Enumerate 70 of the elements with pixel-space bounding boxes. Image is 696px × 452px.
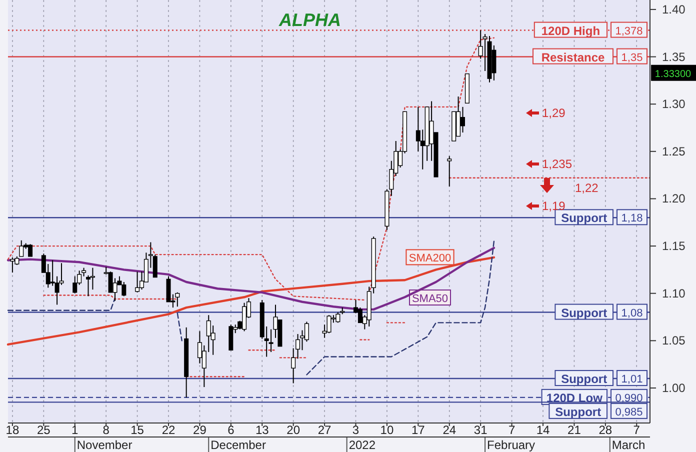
annotation: 1,01 [621,374,643,386]
x-tick-label: 31 [474,423,488,437]
annotation: 0,985 [615,406,643,418]
x-tick-label: 17 [411,423,426,437]
series-label: SMA50 [412,293,448,305]
candlestick [447,156,452,187]
x-tick-label: 7 [633,423,640,437]
annotation: 1,08 [621,307,643,320]
text: March [612,438,646,452]
x-tick-label: 15 [130,423,144,437]
text: December [210,438,266,452]
ref-line-label: Support [561,211,608,226]
y-tick-label: 1.25 [662,144,686,158]
ref-line-label: Support [561,372,608,386]
text: February [487,438,536,452]
y-tick-label: 1.35 [662,50,686,64]
ref-line-label: Support [561,306,608,320]
y-tick-label: 1.40 [662,2,686,16]
line-series [7,245,366,301]
ref-line-label: Resistance [541,50,606,64]
x-tick-label: 13 [255,423,270,437]
x-tick-label: 7 [508,423,516,437]
annotation: 1,29 [542,106,566,120]
annotation: 1,19 [542,199,566,213]
text: 1.33300 [654,68,692,80]
candlestick [492,44,496,81]
ref-line-label: 120D High [541,24,600,38]
y-tick-label: 1.05 [662,334,686,348]
line-series [6,246,496,311]
annotation: 1,378 [615,25,643,38]
series-label: SMA200 [408,252,452,265]
candlestick [268,328,274,353]
x-tick-label: 1 [72,423,79,437]
annotation: 1,18 [621,212,643,225]
text: 2022 [348,438,376,452]
x-tick-label: 24 [442,423,456,437]
annotation: 1,22 [575,181,599,195]
x-tick-label: 8 [102,423,110,437]
y-tick-label: 1.10 [662,286,686,300]
annotation: 1,35 [621,52,643,64]
x-tick-label: 20 [286,423,300,437]
candlestick [175,292,180,308]
candlestick [72,276,78,294]
candlestick [326,314,332,334]
x-tick-label: 21 [568,423,582,437]
x-tick-label: 29 [193,423,207,437]
ref-line-label: Support [555,404,602,419]
x-tick-label: 10 [380,423,394,437]
text: November [76,438,132,452]
line-series [306,240,495,376]
x-tick-label: 14 [536,423,550,437]
candlestick [228,324,234,351]
annotation: 0,990 [615,392,643,404]
candlestick [152,254,158,278]
x-tick-label: 3 [352,423,360,437]
x-tick-label: 28 [598,423,612,437]
candlestick [10,256,15,274]
y-tick-label: 1.30 [662,97,686,112]
x-tick-label: 22 [162,423,176,437]
y-tick-label: 1.15 [662,239,686,254]
y-tick-label: 1.00 [662,380,686,395]
x-tick-label: 6 [228,423,235,437]
x-tick-label: 27 [318,423,332,437]
candlestick [135,271,140,293]
y-tick-label: 1.20 [662,192,686,206]
text: ALPHA [278,10,341,30]
x-tick-label: 25 [36,423,51,437]
x-tick-label: 18 [6,423,20,437]
ref-line-label: 120D Low [546,390,604,405]
annotation: 1,235 [542,157,572,171]
